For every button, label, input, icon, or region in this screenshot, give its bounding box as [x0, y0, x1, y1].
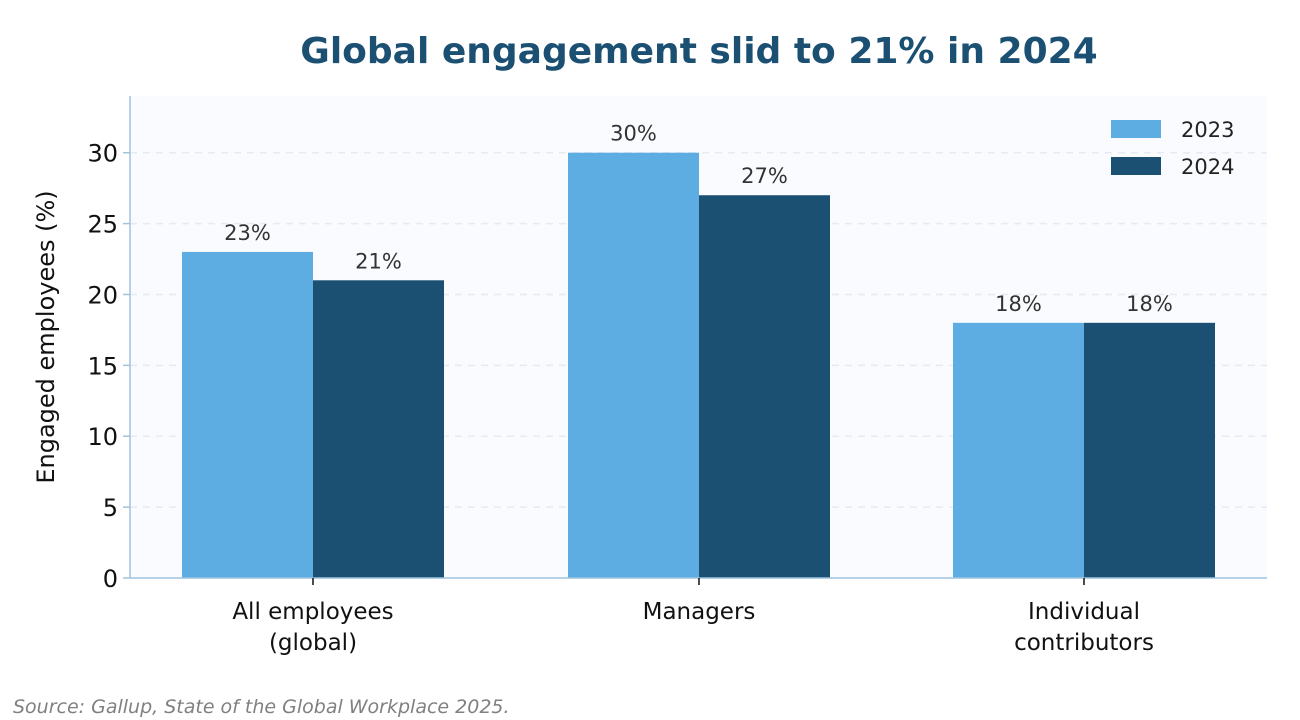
data-label: 18% — [1126, 292, 1173, 316]
x-tick-label: Managers — [643, 599, 756, 625]
bar-2024-0 — [313, 280, 444, 578]
data-label: 18% — [995, 292, 1042, 316]
y-tick-label: 25 — [87, 211, 118, 239]
y-tick-label: 0 — [103, 565, 118, 593]
bar-2023-2 — [953, 322, 1084, 578]
x-tick-label: contributors — [1014, 630, 1154, 656]
data-label: 23% — [224, 221, 271, 245]
legend-swatch-2024 — [1111, 157, 1161, 175]
y-tick-label: 30 — [87, 140, 118, 168]
y-axis-ticks: 0 5 10 15 20 25 30 — [87, 140, 130, 593]
data-label: 30% — [610, 122, 657, 146]
x-tick-label: Individual — [1028, 599, 1140, 625]
chart-title: Global engagement slid to 21% in 2024 — [300, 31, 1097, 72]
x-tick-label: All employees — [232, 599, 393, 625]
legend: 2023 2024 — [1111, 118, 1234, 179]
legend-swatch-2023 — [1111, 120, 1161, 138]
y-tick-label: 20 — [87, 281, 118, 309]
y-axis-label: Engaged employees (%) — [32, 190, 60, 483]
data-label: 27% — [741, 164, 788, 188]
y-tick-label: 10 — [87, 423, 118, 451]
data-label: 21% — [355, 249, 402, 273]
x-axis-ticks: All employees (global) Managers Individual c… — [232, 578, 1154, 656]
source-note: Source: Gallup, State of the Global Work… — [13, 696, 510, 718]
bars — [182, 152, 1215, 579]
legend-label: 2024 — [1181, 155, 1234, 179]
legend-label: 2023 — [1181, 118, 1234, 142]
y-tick-label: 5 — [103, 494, 118, 522]
data-labels: 23% 21% 30% 27% 18% 18% — [224, 122, 1173, 316]
bar-2024-2 — [1084, 322, 1215, 578]
x-tick-label: (global) — [269, 630, 357, 656]
bar-2023-1 — [568, 152, 699, 579]
y-tick-label: 15 — [87, 352, 118, 380]
bar-2023-0 — [182, 251, 313, 579]
bar-2024-1 — [699, 195, 830, 578]
